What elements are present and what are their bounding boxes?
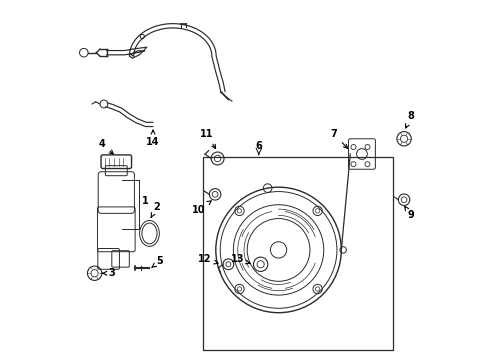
- Text: 10: 10: [192, 201, 211, 215]
- Text: 6: 6: [255, 141, 262, 151]
- Text: 8: 8: [405, 111, 414, 128]
- Text: 2: 2: [151, 202, 160, 217]
- Text: 9: 9: [404, 207, 413, 220]
- Text: 12: 12: [198, 255, 218, 265]
- Text: 11: 11: [200, 129, 215, 149]
- Bar: [203, 157, 392, 350]
- Text: 1: 1: [142, 196, 149, 206]
- Text: 5: 5: [151, 256, 163, 267]
- Text: 14: 14: [146, 130, 160, 147]
- Text: 7: 7: [330, 129, 347, 148]
- Text: 13: 13: [230, 255, 249, 265]
- Text: 4: 4: [99, 139, 113, 154]
- Text: 3: 3: [102, 268, 115, 278]
